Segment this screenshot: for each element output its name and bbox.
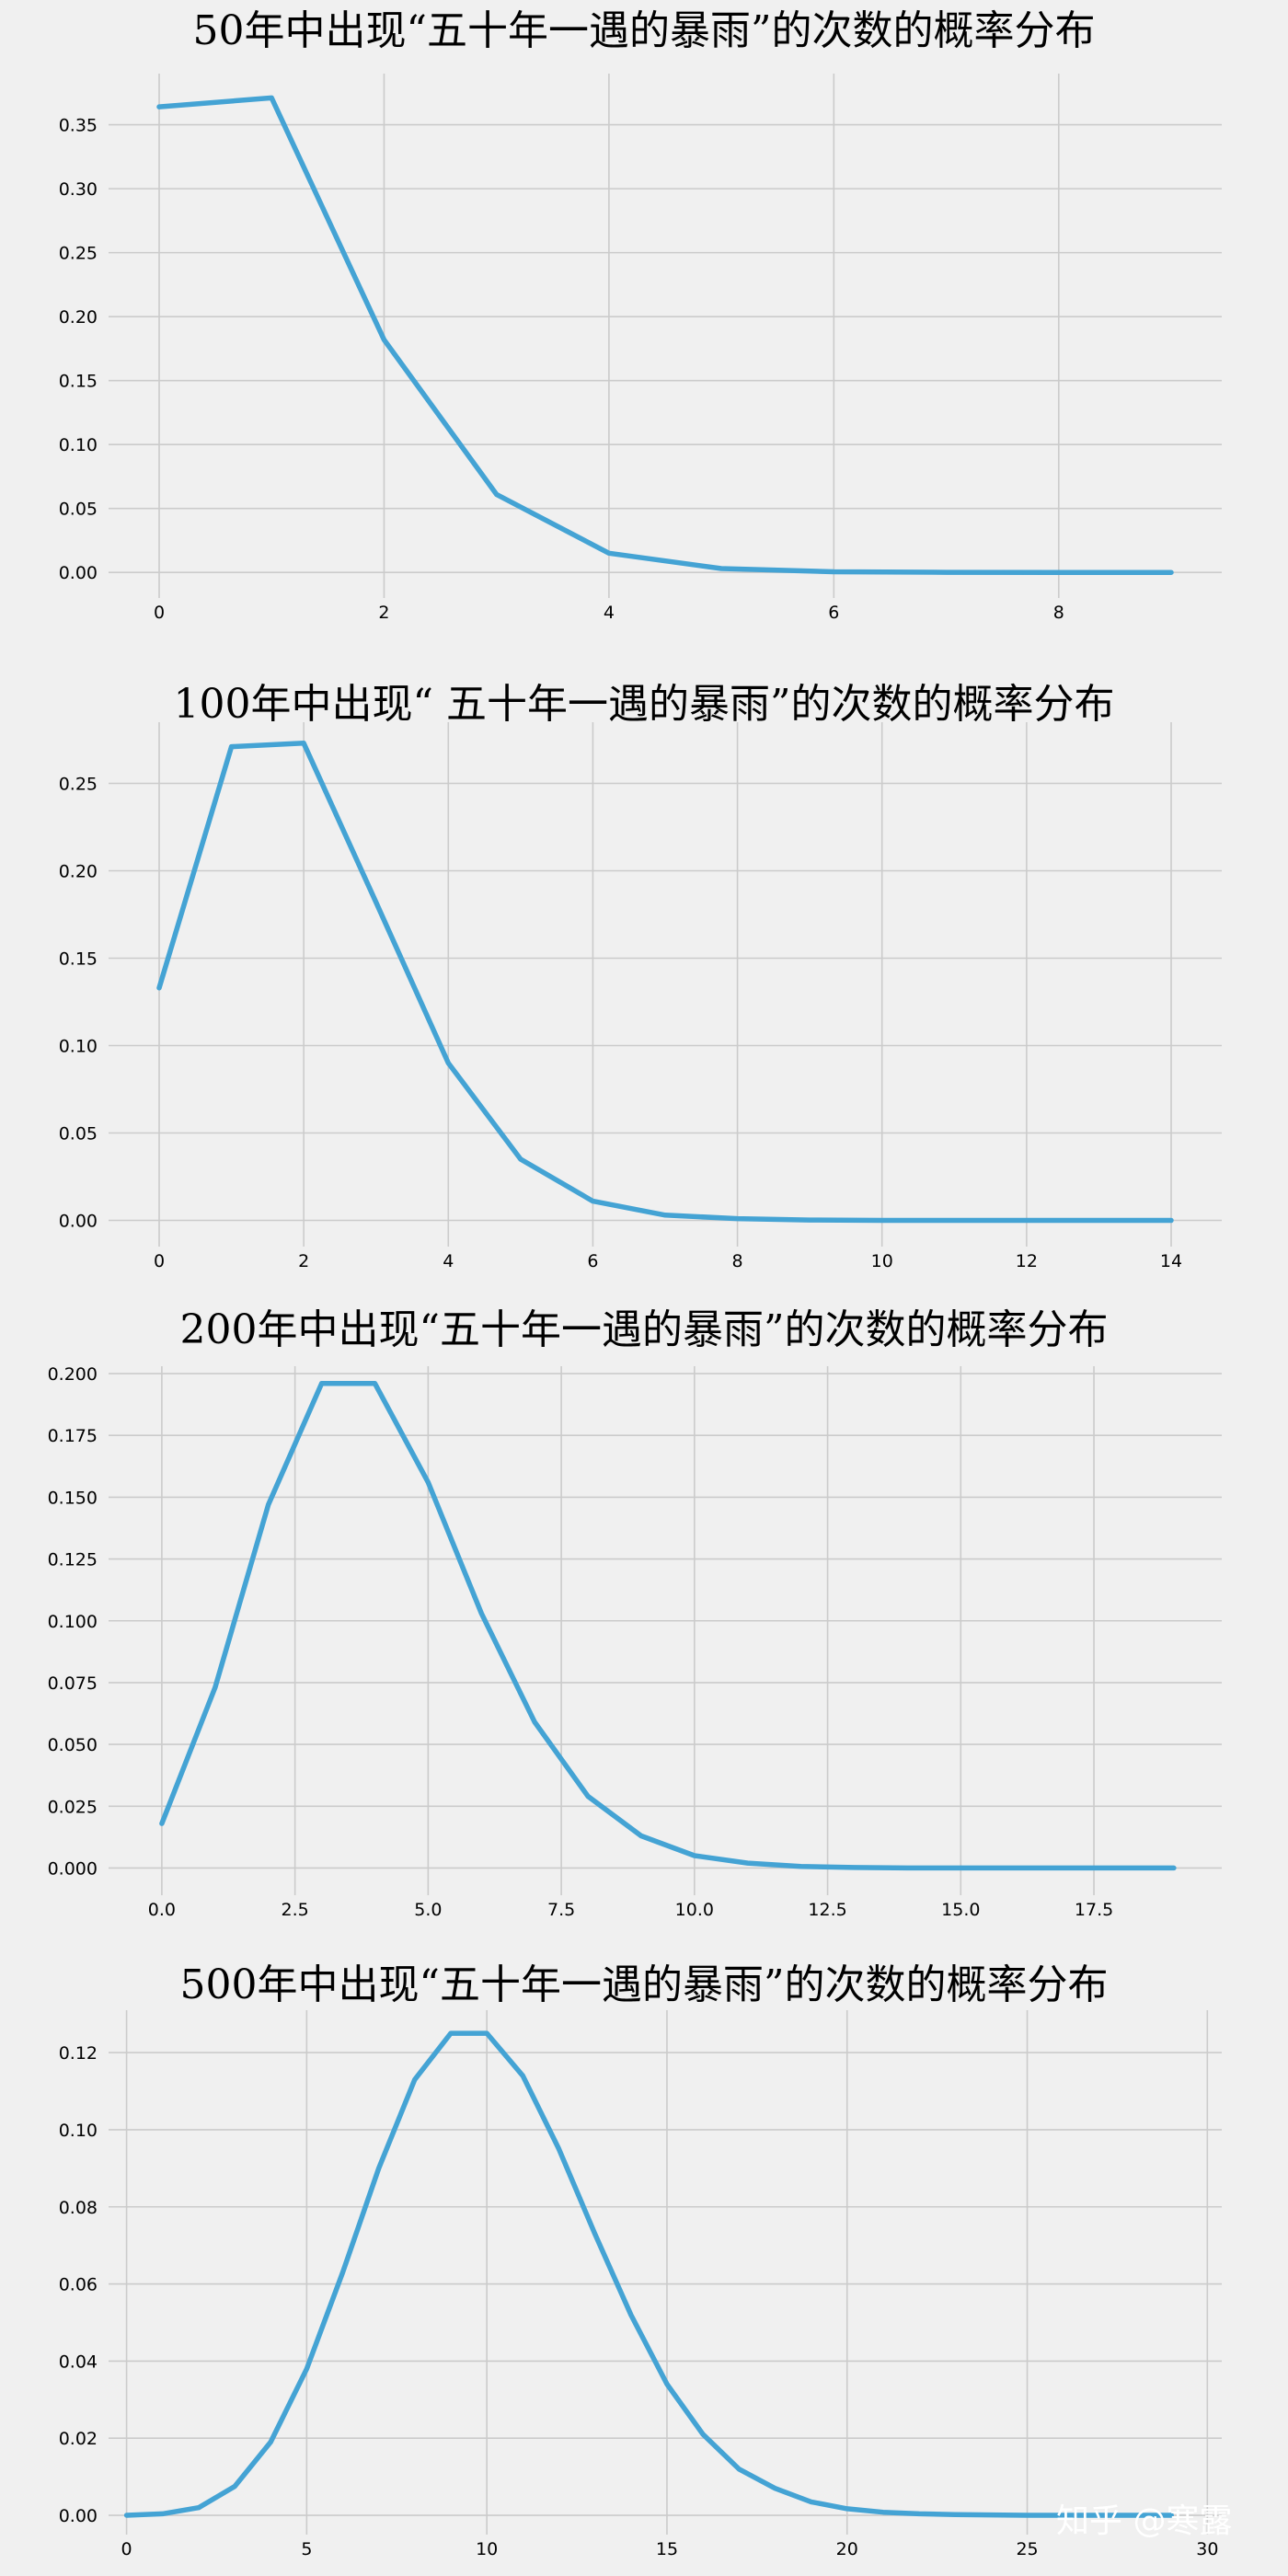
y-tick-label: 0.15 (59, 949, 98, 970)
x-tick-label: 30 (1196, 2539, 1218, 2559)
x-tick-label: 15 (656, 2539, 678, 2559)
x-tick-label: 4 (443, 1251, 454, 1271)
chart-200-years: 200年中出现“五十年一遇的暴雨”的次数的概率分布 0.0 2.5 5.0 7.5 10… (48, 1306, 1222, 1920)
x-tick-label: 10 (476, 2539, 498, 2559)
y-tick-label: 0.025 (48, 1797, 98, 1817)
x-tick-label: 2.5 (282, 1900, 309, 1920)
x-tick-label: 4 (604, 603, 615, 623)
series-line (156, 741, 1174, 1224)
x-tick-label: 8 (1053, 603, 1064, 623)
x-tick-label: 8 (732, 1251, 743, 1271)
y-tick-label: 0.075 (48, 1673, 98, 1694)
series-line (159, 1381, 1177, 1871)
y-tick-label: 0.10 (59, 1037, 98, 1057)
y-tick-label: 0.00 (59, 1212, 98, 1232)
y-tick-label: 0.15 (59, 372, 98, 392)
chart-50-years: 50年中出现“五十年一遇的暴雨”的次数的概率分布 0 2 4 6 8 0.00 0.05 0.… (59, 7, 1222, 623)
chart-title: 50年中出现“五十年一遇的暴雨”的次数的概率分布 (193, 7, 1096, 54)
y-tick-label: 0.12 (59, 2043, 98, 2064)
y-tick-label: 0.08 (59, 2198, 98, 2218)
y-tick-label: 0.125 (48, 1550, 98, 1570)
chart-title: 100年中出现“ 五十年一遇的暴雨”的次数的概率分布 (174, 681, 1115, 728)
y-tick-label: 0.20 (59, 307, 98, 328)
x-tick-label: 5 (301, 2539, 312, 2559)
chart-100-years: 100年中出现“ 五十年一遇的暴雨”的次数的概率分布 0 2 4 6 8 10 12 14 0.… (59, 681, 1222, 1271)
chart-title: 500年中出现“五十年一遇的暴雨”的次数的概率分布 (180, 1961, 1109, 2008)
y-tick-label: 0.100 (48, 1612, 98, 1632)
y-tick-label: 0.04 (59, 2352, 98, 2372)
y-tick-label: 0.00 (59, 2506, 98, 2526)
y-tick-label: 0.10 (59, 2121, 98, 2141)
x-tick-label: 10.0 (675, 1900, 714, 1920)
y-tick-label: 0.20 (59, 862, 98, 882)
x-tick-label: 6 (587, 1251, 598, 1271)
x-tick-label: 12.5 (808, 1900, 846, 1920)
watermark: 知乎 @寒露 (1056, 2502, 1232, 2540)
y-tick-label: 0.00 (59, 563, 98, 583)
x-tick-label: 6 (828, 603, 839, 623)
x-tick-label: 0 (154, 603, 165, 623)
y-tick-label: 0.25 (59, 244, 98, 264)
series-line (156, 95, 1174, 575)
y-tick-label: 0.050 (48, 1735, 98, 1755)
y-tick-label: 0.02 (59, 2429, 98, 2449)
x-tick-label: 0.0 (148, 1900, 176, 1920)
y-tick-label: 0.10 (59, 435, 98, 455)
y-tick-label: 0.200 (48, 1364, 98, 1385)
chart-500-years: 500年中出现“五十年一遇的暴雨”的次数的概率分布 0 5 10 15 20 25 30 0.… (59, 1961, 1222, 2559)
x-tick-label: 2 (378, 603, 389, 623)
y-tick-label: 0.000 (48, 1858, 98, 1879)
x-tick-label: 14 (1160, 1251, 1182, 1271)
y-tick-label: 0.175 (48, 1426, 98, 1446)
y-tick-label: 0.25 (59, 775, 98, 795)
y-tick-label: 0.05 (59, 500, 98, 520)
y-tick-label: 0.30 (59, 179, 98, 200)
y-tick-label: 0.35 (59, 116, 98, 136)
x-tick-label: 10 (871, 1251, 893, 1271)
series-line (123, 2030, 1174, 2518)
x-tick-label: 12 (1016, 1251, 1038, 1271)
x-tick-label: 7.5 (547, 1900, 575, 1920)
y-tick-label: 0.06 (59, 2275, 98, 2295)
x-tick-label: 2 (298, 1251, 309, 1271)
x-tick-label: 20 (836, 2539, 858, 2559)
x-tick-label: 5.0 (414, 1900, 442, 1920)
x-tick-label: 15.0 (941, 1900, 980, 1920)
x-tick-label: 17.5 (1075, 1900, 1113, 1920)
x-tick-label: 0 (154, 1251, 165, 1271)
y-tick-label: 0.150 (48, 1488, 98, 1508)
x-tick-label: 0 (121, 2539, 132, 2559)
chart-title: 200年中出现“五十年一遇的暴雨”的次数的概率分布 (180, 1306, 1109, 1353)
x-tick-label: 25 (1016, 2539, 1038, 2559)
y-tick-label: 0.05 (59, 1124, 98, 1144)
